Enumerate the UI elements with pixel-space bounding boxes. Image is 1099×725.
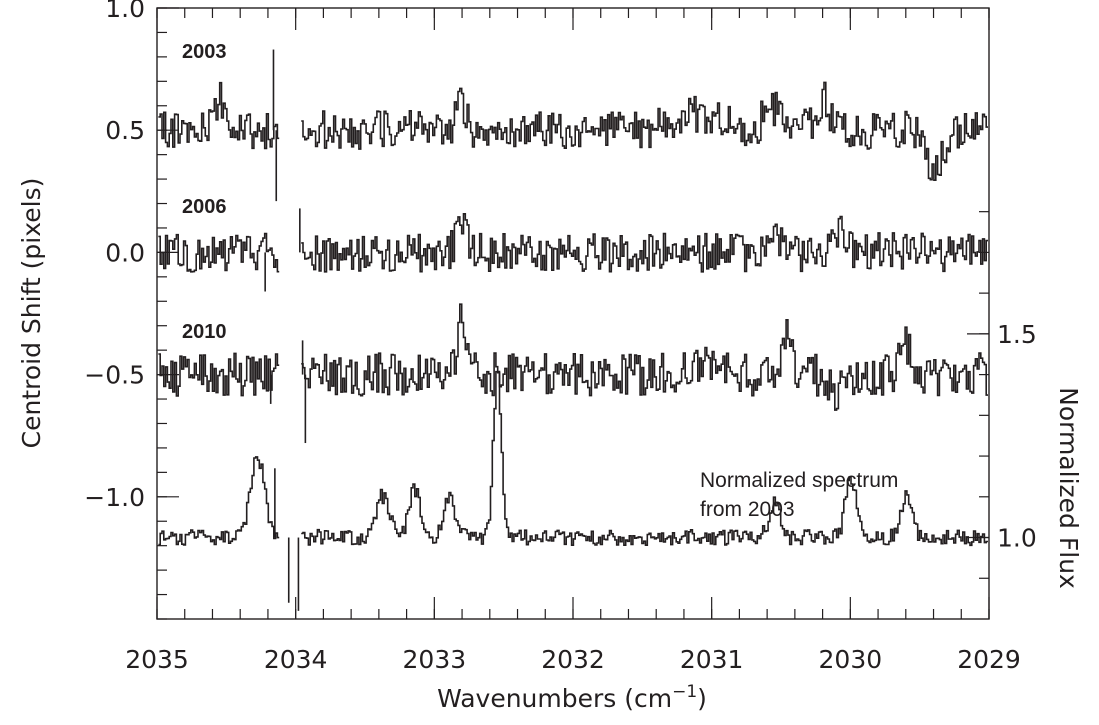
x-tick-label: 2031 [680,645,744,674]
y-right-tick-label: 1.0 [997,524,1037,553]
tick-labels: 2035 2034 2033 2032 2031 2030 2029 1.0 0.5 0.0 −0.… [84,0,1036,674]
axis-ticks [156,7,990,620]
y-axis-title-left: Centroid Shift (pixels) [17,178,46,449]
x-tick-label: 2033 [403,645,467,674]
x-axis-title-close: ) [697,684,707,713]
annotation-line-2: from 2003 [700,498,795,521]
spectrum-line [158,81,988,181]
y-left-tick-label: 1.0 [105,0,145,23]
y-left-tick-label: 0.0 [105,238,145,267]
spectrum-line [158,303,988,411]
x-tick-label: 2029 [957,645,1021,674]
series-label: 2003 [182,41,227,63]
series-label: 2006 [182,196,227,218]
plot-frame [156,7,990,620]
y-left-tick-label: 0.5 [105,116,145,145]
spectrum-line [158,370,988,547]
y-left-tick-label: −0.5 [84,361,145,390]
x-axis-title-text: Wavenumbers (cm [437,684,672,713]
x-tick-label: 2030 [819,645,883,674]
series-label: 2010 [182,321,227,343]
y-right-tick-label: 1.5 [997,320,1037,349]
y-axis-title-right: Normalized Flux [1054,387,1083,589]
x-tick-label: 2035 [125,645,189,674]
x-tick-label: 2032 [541,645,605,674]
series-group [158,49,988,611]
x-axis-title-superscript: −1 [672,682,697,702]
y-left-tick-label: −1.0 [84,483,145,512]
x-axis-title: Wavenumbers (cm−1) [437,682,707,713]
annotation-line-1: Normalized spectrum [700,469,898,492]
x-tick-label: 2034 [264,645,328,674]
spectrum-line [158,213,988,273]
